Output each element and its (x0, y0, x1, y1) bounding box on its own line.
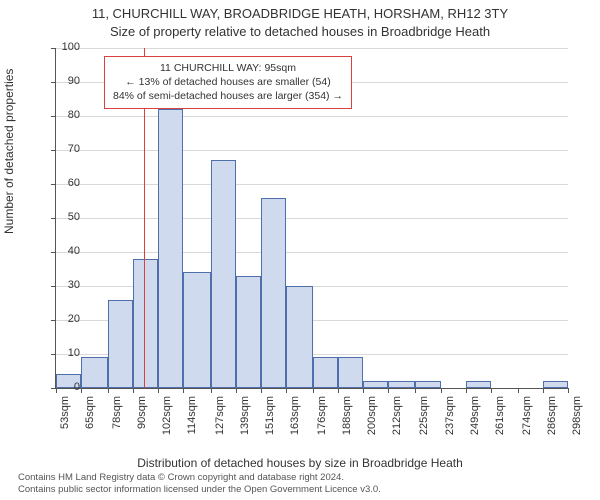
plot-area: 11 CHURCHILL WAY: 95sqm← 13% of detached… (55, 48, 568, 389)
xtick-label: 127sqm (214, 396, 226, 442)
footer-line1: Contains HM Land Registry data © Crown c… (18, 472, 590, 484)
xtick-mark (183, 388, 184, 393)
xtick-mark (313, 388, 314, 393)
xtick-label: 286sqm (546, 396, 558, 442)
xtick-label: 151sqm (264, 396, 276, 442)
ytick-label: 100 (52, 41, 80, 53)
gridline (56, 48, 568, 49)
histogram-bar (261, 198, 286, 388)
xtick-label: 188sqm (341, 396, 353, 442)
histogram-bar (313, 357, 338, 388)
xtick-mark (441, 388, 442, 393)
gridline (56, 116, 568, 117)
ytick-label: 30 (52, 279, 80, 291)
histogram-bar (286, 286, 313, 388)
ytick-label: 40 (52, 245, 80, 257)
histogram-bar (158, 109, 183, 388)
xtick-mark (158, 388, 159, 393)
annotation-line: 84% of semi-detached houses are larger (… (113, 89, 343, 103)
xtick-label: 237sqm (444, 396, 456, 442)
xtick-label: 261sqm (494, 396, 506, 442)
chart-title-line2: Size of property relative to detached ho… (0, 24, 600, 39)
xtick-label: 249sqm (469, 396, 481, 442)
xtick-mark (543, 388, 544, 393)
ytick-label: 0 (52, 381, 80, 393)
histogram-bar (415, 381, 440, 388)
chart-container: { "title_line1": "11, CHURCHILL WAY, BRO… (0, 0, 600, 500)
chart-title-line1: 11, CHURCHILL WAY, BROADBRIDGE HEATH, HO… (0, 6, 600, 21)
xtick-mark (568, 388, 569, 393)
xtick-label: 163sqm (289, 396, 301, 442)
xtick-label: 114sqm (186, 396, 198, 442)
histogram-bar (108, 300, 133, 388)
xtick-mark (518, 388, 519, 393)
xtick-mark (415, 388, 416, 393)
ytick-label: 50 (52, 211, 80, 223)
xtick-mark (261, 388, 262, 393)
footer-attribution: Contains HM Land Registry data © Crown c… (18, 472, 590, 496)
histogram-bar (211, 160, 236, 388)
ytick-label: 10 (52, 347, 80, 359)
xtick-mark (108, 388, 109, 393)
xtick-mark (388, 388, 389, 393)
gridline (56, 150, 568, 151)
xtick-label: 78sqm (111, 396, 123, 442)
xtick-label: 274sqm (521, 396, 533, 442)
histogram-bar (183, 272, 210, 388)
xtick-label: 225sqm (418, 396, 430, 442)
histogram-bar (133, 259, 158, 388)
xtick-mark (338, 388, 339, 393)
xtick-mark (363, 388, 364, 393)
y-axis-label: Number of detached properties (2, 69, 16, 234)
xtick-label: 90sqm (136, 396, 148, 442)
ytick-label: 70 (52, 143, 80, 155)
xtick-mark (236, 388, 237, 393)
histogram-bar (388, 381, 415, 388)
ytick-label: 60 (52, 177, 80, 189)
histogram-bar (543, 381, 568, 388)
xtick-label: 53sqm (59, 396, 71, 442)
xtick-label: 212sqm (391, 396, 403, 442)
ytick-label: 90 (52, 75, 80, 87)
xtick-label: 102sqm (161, 396, 173, 442)
xtick-label: 139sqm (239, 396, 251, 442)
histogram-bar (466, 381, 491, 388)
xtick-label: 65sqm (84, 396, 96, 442)
annotation-line: 11 CHURCHILL WAY: 95sqm (113, 61, 343, 75)
xtick-mark (81, 388, 82, 393)
x-axis-label: Distribution of detached houses by size … (0, 456, 600, 470)
xtick-mark (133, 388, 134, 393)
histogram-bar (81, 357, 108, 388)
footer-line2: Contains public sector information licen… (18, 484, 590, 496)
ytick-label: 80 (52, 109, 80, 121)
xtick-mark (491, 388, 492, 393)
xtick-mark (286, 388, 287, 393)
ytick-label: 20 (52, 313, 80, 325)
histogram-bar (338, 357, 363, 388)
xtick-mark (211, 388, 212, 393)
xtick-mark (466, 388, 467, 393)
gridline (56, 252, 568, 253)
annotation-line: ← 13% of detached houses are smaller (54… (113, 75, 343, 89)
histogram-bar (236, 276, 261, 388)
xtick-label: 176sqm (316, 396, 328, 442)
histogram-bar (363, 381, 388, 388)
xtick-label: 200sqm (366, 396, 378, 442)
xtick-label: 298sqm (571, 396, 583, 442)
gridline (56, 218, 568, 219)
annotation-box: 11 CHURCHILL WAY: 95sqm← 13% of detached… (104, 56, 352, 109)
gridline (56, 184, 568, 185)
